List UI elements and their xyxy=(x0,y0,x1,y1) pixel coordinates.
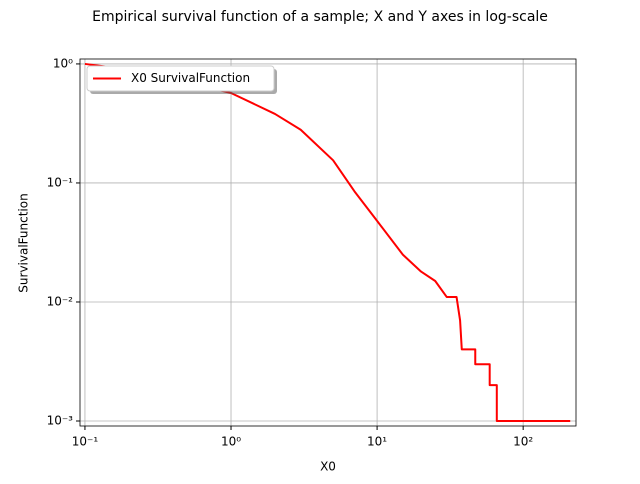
y-tick-label: 10⁻³ xyxy=(47,414,74,428)
y-tick-label: 10⁰ xyxy=(53,56,73,70)
x-tick-label: 10² xyxy=(513,435,533,449)
x-axis-label: X0 xyxy=(320,460,336,474)
series-line xyxy=(84,62,571,423)
x-tick-label: 10¹ xyxy=(367,435,387,449)
y-axis-label: SurvivalFunction xyxy=(17,193,31,292)
plot-frame xyxy=(79,58,577,427)
y-tick-label: 10⁻² xyxy=(47,294,74,308)
y-tick-label: 10⁻¹ xyxy=(47,175,74,189)
legend-label: X0 SurvivalFunction xyxy=(131,71,250,85)
x-tick-label: 10⁻¹ xyxy=(72,435,99,449)
legend-box xyxy=(86,65,275,92)
chart-title: Empirical survival function of a sample;… xyxy=(92,9,548,25)
x-tick-label: 10⁰ xyxy=(221,435,241,449)
